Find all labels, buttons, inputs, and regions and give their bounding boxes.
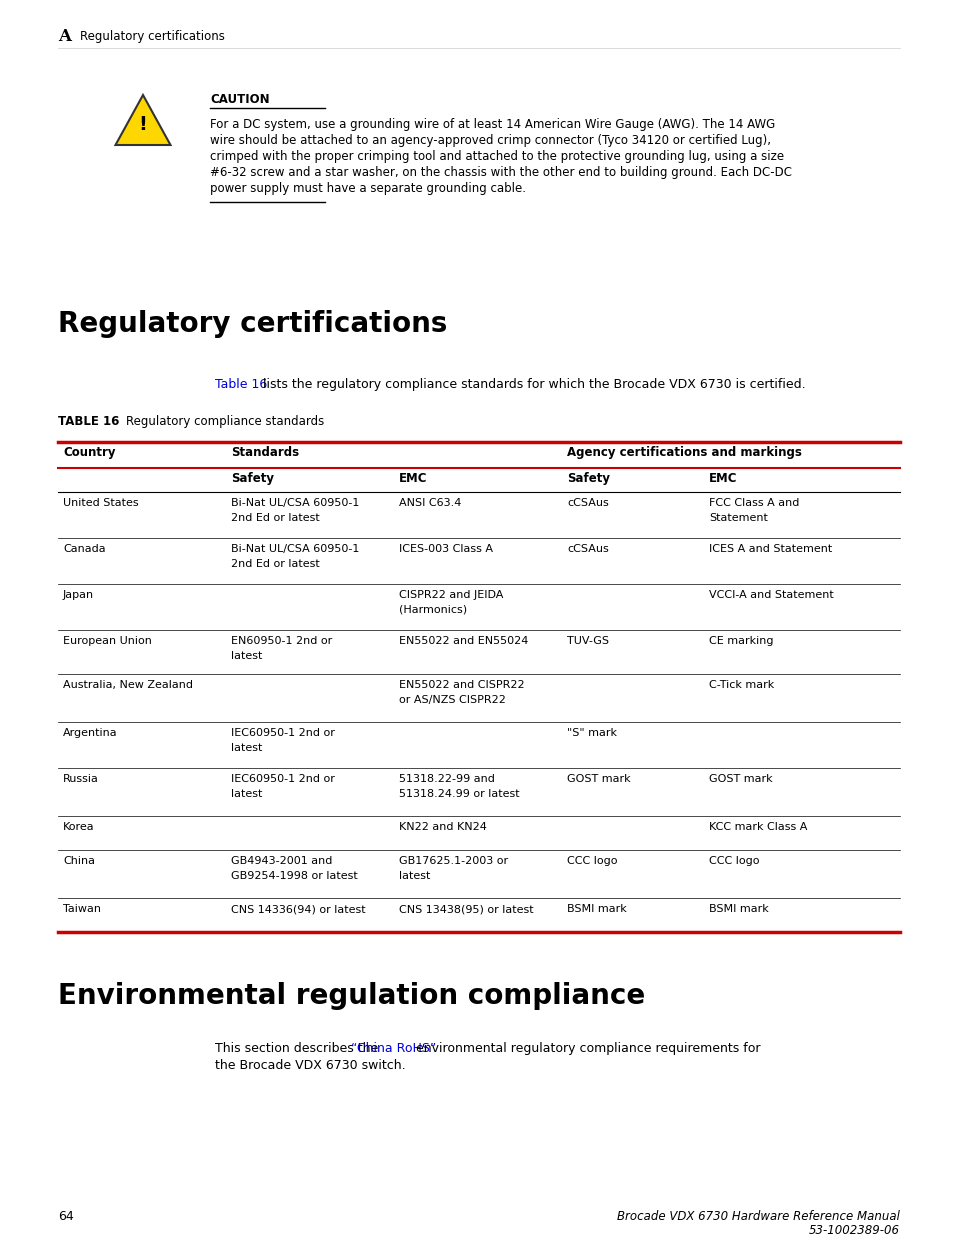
Text: the Brocade VDX 6730 switch.: the Brocade VDX 6730 switch. <box>214 1058 405 1072</box>
Text: Japan: Japan <box>63 590 94 600</box>
Text: China: China <box>63 856 95 866</box>
Text: “China RoHS”: “China RoHS” <box>351 1042 436 1055</box>
Text: CCC logo: CCC logo <box>708 856 759 866</box>
Text: cCSAus: cCSAus <box>566 498 608 508</box>
Text: "S" mark: "S" mark <box>566 727 617 739</box>
Text: For a DC system, use a grounding wire of at least 14 American Wire Gauge (AWG). : For a DC system, use a grounding wire of… <box>210 119 775 131</box>
Text: latest: latest <box>231 651 262 661</box>
Text: Australia, New Zealand: Australia, New Zealand <box>63 680 193 690</box>
Text: CAUTION: CAUTION <box>210 93 270 106</box>
Text: power supply must have a separate grounding cable.: power supply must have a separate ground… <box>210 182 525 195</box>
Text: GOST mark: GOST mark <box>708 774 772 784</box>
Text: ICES A and Statement: ICES A and Statement <box>708 543 831 555</box>
Text: Canada: Canada <box>63 543 106 555</box>
Text: GB17625.1-2003 or: GB17625.1-2003 or <box>398 856 508 866</box>
Text: This section describes the: This section describes the <box>214 1042 382 1055</box>
Text: Russia: Russia <box>63 774 99 784</box>
Text: Bi-Nat UL/CSA 60950-1: Bi-Nat UL/CSA 60950-1 <box>231 543 359 555</box>
Text: or AS/NZS CISPR22: or AS/NZS CISPR22 <box>398 695 505 705</box>
Text: latest: latest <box>398 871 430 881</box>
Text: 51318.22-99 and: 51318.22-99 and <box>398 774 495 784</box>
Text: Korea: Korea <box>63 823 94 832</box>
Text: lists the regulatory compliance standards for which the Brocade VDX 6730 is cert: lists the regulatory compliance standard… <box>258 378 804 391</box>
Text: GOST mark: GOST mark <box>566 774 630 784</box>
Text: EMC: EMC <box>708 472 737 485</box>
Text: FCC Class A and: FCC Class A and <box>708 498 799 508</box>
Text: EN55022 and CISPR22: EN55022 and CISPR22 <box>398 680 524 690</box>
Text: BSMI mark: BSMI mark <box>708 904 768 914</box>
Text: 51318.24.99 or latest: 51318.24.99 or latest <box>398 789 519 799</box>
Text: ANSI C63.4: ANSI C63.4 <box>398 498 461 508</box>
Text: GB9254-1998 or latest: GB9254-1998 or latest <box>231 871 357 881</box>
Text: IEC60950-1 2nd or: IEC60950-1 2nd or <box>231 727 335 739</box>
Polygon shape <box>115 95 171 144</box>
Text: 53-1002389-06: 53-1002389-06 <box>808 1224 899 1235</box>
Text: Country: Country <box>63 446 115 459</box>
Text: EN55022 and EN55024: EN55022 and EN55024 <box>398 636 528 646</box>
Text: EMC: EMC <box>398 472 427 485</box>
Text: Regulatory compliance standards: Regulatory compliance standards <box>126 415 324 429</box>
Text: Safety: Safety <box>566 472 609 485</box>
Text: CNS 14336(94) or latest: CNS 14336(94) or latest <box>231 904 365 914</box>
Text: (Harmonics): (Harmonics) <box>398 605 467 615</box>
Text: CNS 13438(95) or latest: CNS 13438(95) or latest <box>398 904 533 914</box>
Text: Agency certifications and markings: Agency certifications and markings <box>566 446 801 459</box>
Text: Argentina: Argentina <box>63 727 117 739</box>
Text: latest: latest <box>231 789 262 799</box>
Text: European Union: European Union <box>63 636 152 646</box>
Text: IEC60950-1 2nd or: IEC60950-1 2nd or <box>231 774 335 784</box>
Text: TABLE 16: TABLE 16 <box>58 415 119 429</box>
Text: KCC mark Class A: KCC mark Class A <box>708 823 806 832</box>
Text: Taiwan: Taiwan <box>63 904 101 914</box>
Text: Safety: Safety <box>231 472 274 485</box>
Text: #6-32 screw and a star washer, on the chassis with the other end to building gro: #6-32 screw and a star washer, on the ch… <box>210 165 791 179</box>
Text: Standards: Standards <box>231 446 299 459</box>
Text: latest: latest <box>231 743 262 753</box>
Text: BSMI mark: BSMI mark <box>566 904 626 914</box>
Text: CISPR22 and JEIDA: CISPR22 and JEIDA <box>398 590 503 600</box>
Text: Statement: Statement <box>708 513 767 522</box>
Text: KN22 and KN24: KN22 and KN24 <box>398 823 486 832</box>
Text: Bi-Nat UL/CSA 60950-1: Bi-Nat UL/CSA 60950-1 <box>231 498 359 508</box>
Text: Regulatory certifications: Regulatory certifications <box>80 30 225 43</box>
Text: C-Tick mark: C-Tick mark <box>708 680 774 690</box>
Text: Environmental regulation compliance: Environmental regulation compliance <box>58 982 644 1010</box>
Text: 2nd Ed or latest: 2nd Ed or latest <box>231 559 319 569</box>
Text: wire should be attached to an agency-approved crimp connector (Tyco 34120 or cer: wire should be attached to an agency-app… <box>210 135 770 147</box>
Text: environmental regulatory compliance requirements for: environmental regulatory compliance requ… <box>412 1042 760 1055</box>
Text: GB4943-2001 and: GB4943-2001 and <box>231 856 332 866</box>
Text: TUV-GS: TUV-GS <box>566 636 608 646</box>
Text: cCSAus: cCSAus <box>566 543 608 555</box>
Text: Brocade VDX 6730 Hardware Reference Manual: Brocade VDX 6730 Hardware Reference Manu… <box>617 1210 899 1223</box>
Text: Table 16: Table 16 <box>214 378 267 391</box>
Text: ICES-003 Class A: ICES-003 Class A <box>398 543 493 555</box>
Text: VCCI-A and Statement: VCCI-A and Statement <box>708 590 833 600</box>
Text: 64: 64 <box>58 1210 73 1223</box>
Text: EN60950-1 2nd or: EN60950-1 2nd or <box>231 636 332 646</box>
Text: 2nd Ed or latest: 2nd Ed or latest <box>231 513 319 522</box>
Text: Regulatory certifications: Regulatory certifications <box>58 310 447 338</box>
Text: United States: United States <box>63 498 138 508</box>
Text: CCC logo: CCC logo <box>566 856 617 866</box>
Text: A: A <box>58 28 71 44</box>
Text: !: ! <box>138 116 148 135</box>
Text: CE marking: CE marking <box>708 636 773 646</box>
Text: crimped with the proper crimping tool and attached to the protective grounding l: crimped with the proper crimping tool an… <box>210 149 783 163</box>
